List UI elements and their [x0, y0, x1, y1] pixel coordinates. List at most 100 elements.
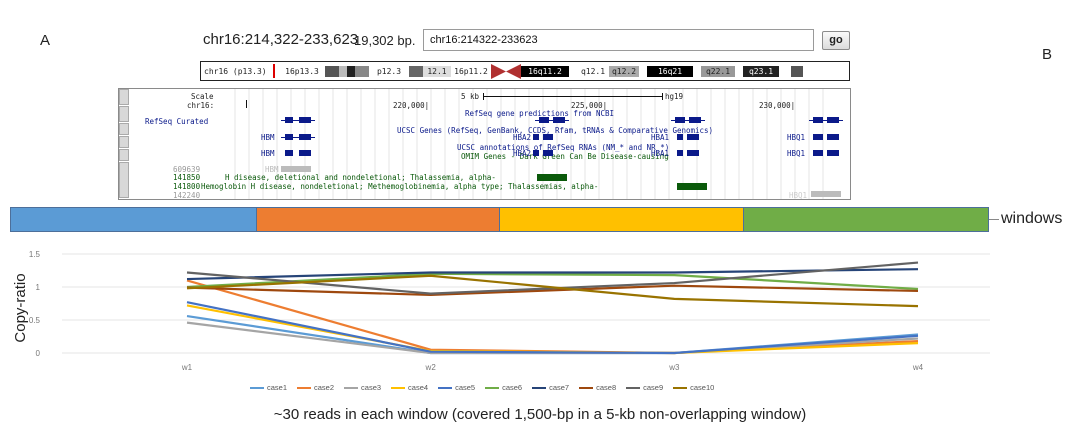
- gene-exon: [285, 117, 293, 123]
- band: q12.2: [609, 66, 639, 77]
- gene-exon: [677, 150, 683, 156]
- panel-label-a: A: [40, 32, 51, 49]
- band: 16q21: [647, 66, 693, 77]
- gene-label-hbm[interactable]: HBM: [261, 133, 275, 142]
- panel-label-b: B: [1042, 46, 1053, 63]
- band: [791, 66, 803, 77]
- band: 16p13.3: [279, 66, 325, 77]
- chart-series-lines: [186, 261, 919, 355]
- gene-label-hba1[interactable]: HBA1: [651, 133, 670, 142]
- legend-swatch: [344, 386, 359, 389]
- band: [347, 66, 355, 77]
- scale-bar-end: [483, 93, 484, 100]
- gene-line: [809, 120, 843, 121]
- band: [355, 66, 369, 77]
- track-side-tab[interactable]: [119, 89, 129, 105]
- omim-id: 142240: [173, 191, 201, 200]
- gene-exon: [813, 134, 823, 140]
- legend-swatch: [297, 386, 312, 389]
- track-side-tab[interactable]: [119, 136, 129, 148]
- legend-item-case9: case9: [626, 383, 663, 392]
- copy-ratio-chart: 0 0.5 1 1.5 w1 w2 w3 w4 Copy-ratio: [12, 250, 990, 372]
- gene-label-hbm: HBM: [265, 165, 279, 174]
- chart-y-ticks: 0 0.5 1 1.5: [29, 250, 41, 358]
- coord-label: 225,000|: [571, 101, 608, 110]
- gene-exon: [677, 134, 683, 140]
- gene-label-hba1[interactable]: HBA1: [651, 149, 670, 158]
- band: 12.1: [423, 66, 451, 77]
- omim-feature: [537, 174, 567, 181]
- position-search-input[interactable]: [423, 29, 814, 51]
- omim-track-title: OMIM Genes - Dark Green Can Be Disease-c…: [461, 152, 669, 161]
- gene-exon: [299, 150, 311, 156]
- scale-bar-end: [662, 93, 663, 100]
- gene-line: [281, 137, 315, 138]
- legend-label: case6: [502, 383, 523, 392]
- coord-label: 230,000|: [759, 101, 796, 110]
- y-tick-label: 1: [36, 283, 41, 292]
- gene-exon: [813, 117, 823, 123]
- window-w1: [10, 207, 257, 232]
- band: [803, 66, 843, 77]
- gene-line: [671, 120, 705, 121]
- band: [339, 66, 347, 77]
- legend-item-case5: case5: [438, 383, 475, 392]
- y-tick-label: 0.5: [29, 316, 41, 325]
- position-display: chr16:214,322-233,623: [203, 31, 359, 48]
- band: [779, 66, 791, 77]
- gene-label-hba2[interactable]: HBA2: [513, 149, 532, 158]
- windows-label: windows: [1001, 210, 1063, 227]
- y-tick-label: 0: [36, 349, 41, 358]
- chromosome-ideogram[interactable]: chr16 (p13.3) 16p13.3 p12.3 12.1 16p11.2…: [200, 61, 850, 81]
- legend-item-case10: case10: [673, 383, 714, 392]
- gene-label-hba2[interactable]: HBA2: [513, 133, 532, 142]
- legend-swatch: [673, 386, 688, 389]
- go-button[interactable]: go: [822, 31, 850, 50]
- series-line-case8: [186, 284, 919, 297]
- gene-exon: [675, 117, 685, 123]
- band: 16p11.2: [451, 66, 491, 77]
- gene-exon: [285, 134, 293, 140]
- chrom-coord-label: chr16:: [187, 101, 215, 110]
- track-side-tab[interactable]: [119, 162, 129, 198]
- band: q12.1: [577, 66, 609, 77]
- legend-item-case2: case2: [297, 383, 334, 392]
- scale-label: Scale: [191, 92, 214, 101]
- omim-id: 609639: [173, 165, 201, 174]
- series-line-case10: [186, 274, 919, 308]
- genome-tracks-panel[interactable]: Scale chr16: 5 kb hg19 220,000| 225,000|…: [118, 88, 851, 200]
- legend-swatch: [626, 386, 641, 389]
- legend-item-case7: case7: [532, 383, 569, 392]
- legend-item-case6: case6: [485, 383, 522, 392]
- band: 16q11.2: [521, 66, 569, 77]
- legend-item-case4: case4: [391, 383, 428, 392]
- scale-bar-label: 5 kb: [461, 92, 480, 101]
- track-side-tab[interactable]: [119, 106, 129, 122]
- track-side-tab[interactable]: [119, 123, 129, 135]
- gene-label-hbm[interactable]: HBM: [261, 149, 275, 158]
- omim-feature: [811, 191, 841, 197]
- centromere: [491, 64, 521, 79]
- gene-exon: [687, 134, 699, 140]
- gene-label-hbq1[interactable]: HBQ1: [787, 133, 806, 142]
- y-tick-label: 1.5: [29, 250, 41, 259]
- track-side-tab[interactable]: [119, 149, 129, 161]
- figure-caption: ~30 reads in each window (covered 1,500-…: [273, 406, 807, 423]
- omim-description: H disease, deletional and nondeletional;…: [225, 173, 496, 182]
- legend-label: case9: [643, 383, 664, 392]
- gene-exon: [553, 117, 565, 123]
- chart-legend: case1 case2 case3 case4 case5 case6 case7 case8…: [250, 383, 714, 392]
- gene-exon: [543, 150, 553, 156]
- gene-exon: [539, 117, 549, 123]
- gene-label-hbq1[interactable]: HBQ1: [787, 149, 806, 158]
- x-tick-label: w1: [181, 363, 193, 372]
- legend-label: case10: [690, 383, 715, 392]
- legend-label: case2: [314, 383, 335, 392]
- gene-line: [281, 120, 315, 121]
- legend-label: case3: [361, 383, 382, 392]
- size-display: 19,302 bp.: [354, 33, 416, 48]
- legend-swatch: [438, 386, 453, 389]
- band: [325, 66, 339, 77]
- gene-exon: [813, 150, 823, 156]
- omim-feature: [281, 166, 311, 172]
